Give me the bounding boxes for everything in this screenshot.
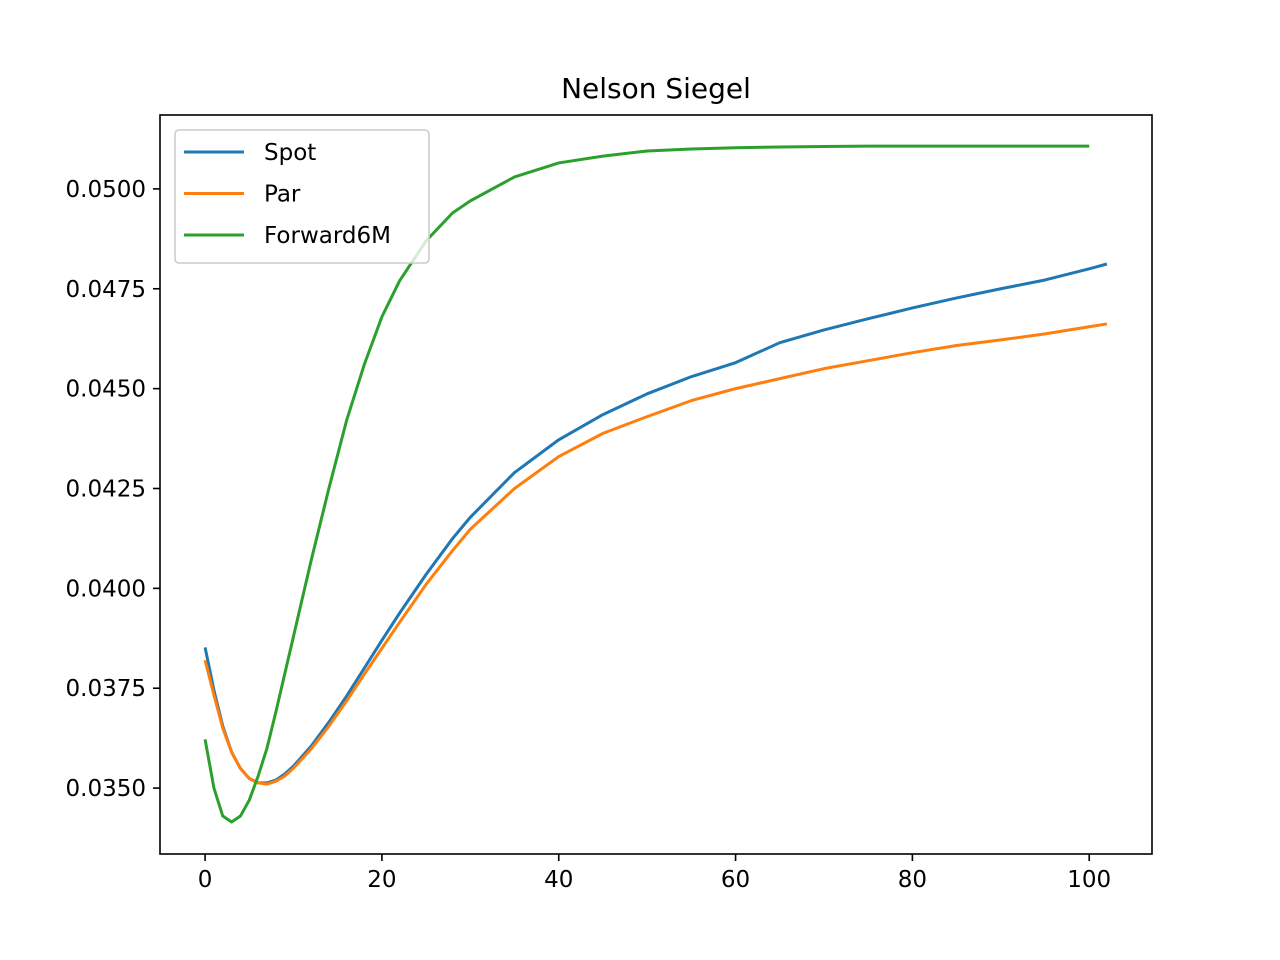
- plot-area-frame: [159, 114, 1153, 855]
- y-tick-label: 0.0500: [66, 177, 146, 203]
- legend-box: [174, 129, 430, 264]
- chart-title: Nelson Siegel: [561, 72, 751, 105]
- x-tick-label: 20: [367, 867, 396, 893]
- y-tick-label: 0.0375: [66, 676, 146, 702]
- x-axis: 0 20 40 60 80 100: [198, 854, 1111, 893]
- x-tick-label: 40: [544, 867, 573, 893]
- series-line-spot: [203, 262, 1108, 785]
- legend-label-spot: Spot: [264, 140, 316, 166]
- x-tick-label: 0: [198, 867, 213, 893]
- legend: Spot Par Forward6M: [174, 129, 430, 264]
- y-tick-label: 0.0425: [66, 476, 146, 502]
- y-tick-label: 0.0350: [66, 776, 146, 802]
- y-axis: 0.0350 0.0375 0.0400 0.0425 0.0450 0.0475 0.05…: [66, 177, 160, 802]
- x-tick-label: 100: [1067, 867, 1111, 893]
- series-line-par: [203, 322, 1108, 786]
- y-tick-label: 0.0450: [66, 377, 146, 403]
- legend-label-par: Par: [264, 182, 301, 208]
- legend-label-forward6m: Forward6M: [264, 223, 391, 249]
- y-tick-label: 0.0475: [66, 277, 146, 303]
- x-tick-label: 80: [898, 867, 927, 893]
- y-tick-label: 0.0400: [66, 576, 146, 602]
- x-tick-label: 60: [721, 867, 750, 893]
